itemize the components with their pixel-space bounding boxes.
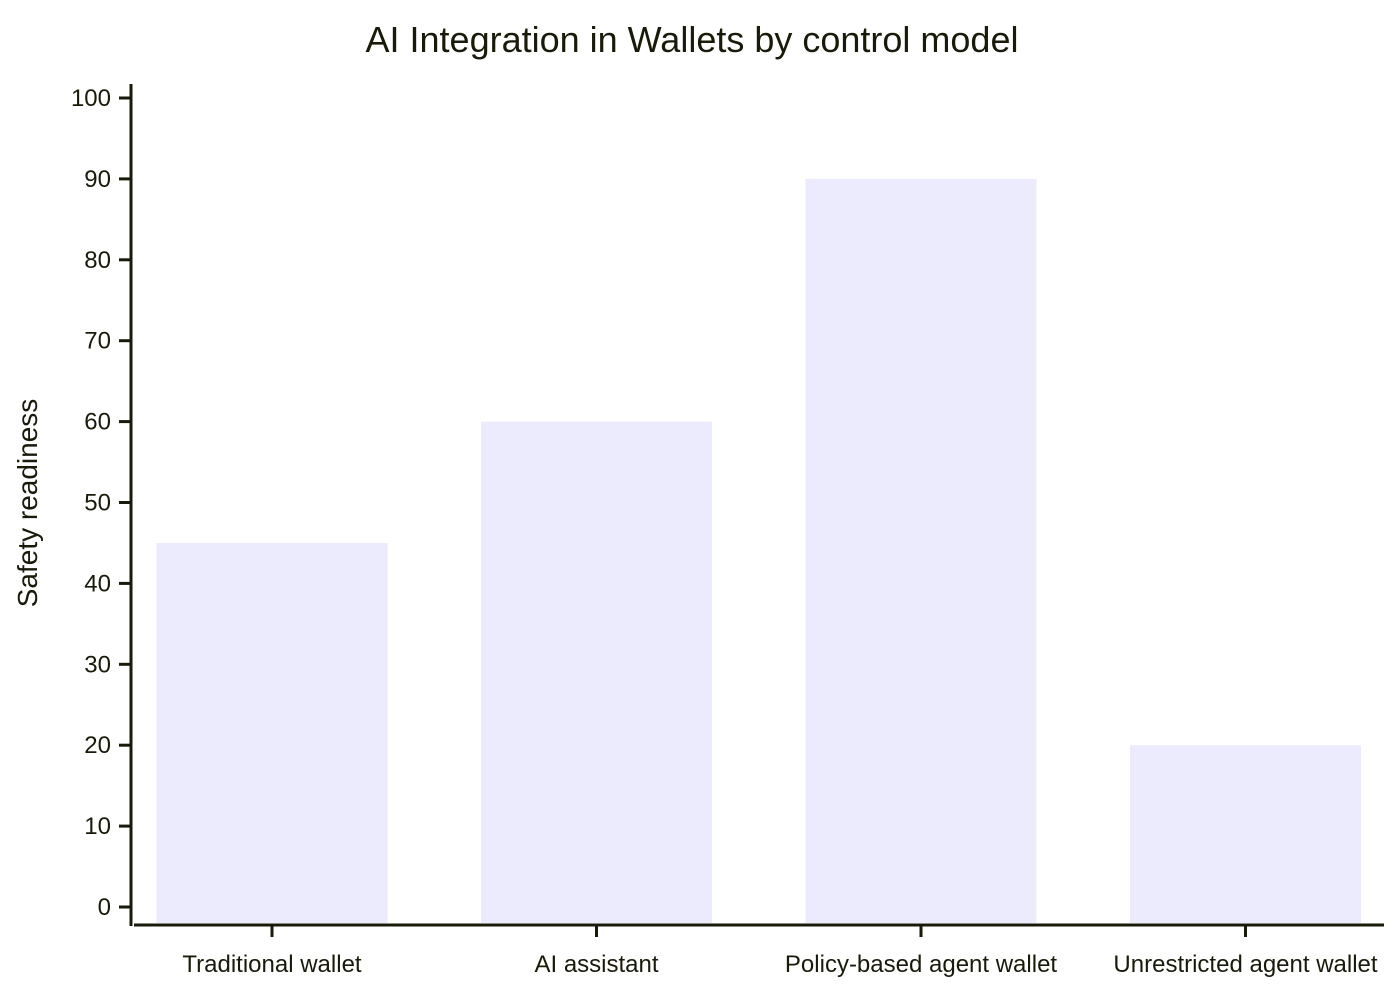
x-tick-label-1: AI assistant (534, 951, 658, 978)
y-tick-label-7: 70 (84, 328, 111, 355)
y-tick-label-2: 20 (84, 732, 111, 759)
chart-title: AI Integration in Wallets by control mod… (366, 19, 1019, 60)
bar-3 (1130, 745, 1361, 923)
y-tick-label-0: 0 (98, 894, 111, 921)
y-tick-label-3: 30 (84, 651, 111, 678)
x-tick-label-0: Traditional wallet (182, 951, 362, 978)
bars-layer (156, 178, 1361, 923)
y-tick-label-9: 90 (84, 166, 111, 193)
axes-layer (129, 84, 1384, 927)
bar-2 (805, 178, 1037, 923)
x-tick-label-3: Unrestricted agent wallet (1113, 951, 1377, 978)
y-tick-label-1: 10 (84, 813, 111, 840)
x-tick-label-2: Policy-based agent wallet (785, 951, 1057, 978)
y-tick-label-6: 60 (84, 409, 111, 436)
y-ticks: 0 10 20 30 40 50 60 70 80 90 100 (71, 85, 131, 921)
y-axis-label: Safety readiness (12, 399, 43, 608)
x-ticks: Traditional wallet AI assistant Policy-bas… (182, 926, 1378, 978)
y-tick-label-8: 80 (84, 247, 111, 274)
bar-1 (481, 421, 712, 923)
y-tick-label-10: 100 (71, 85, 111, 112)
y-tick-label-5: 50 (84, 490, 111, 517)
bar-0 (156, 542, 388, 923)
y-tick-label-4: 40 (84, 570, 111, 597)
